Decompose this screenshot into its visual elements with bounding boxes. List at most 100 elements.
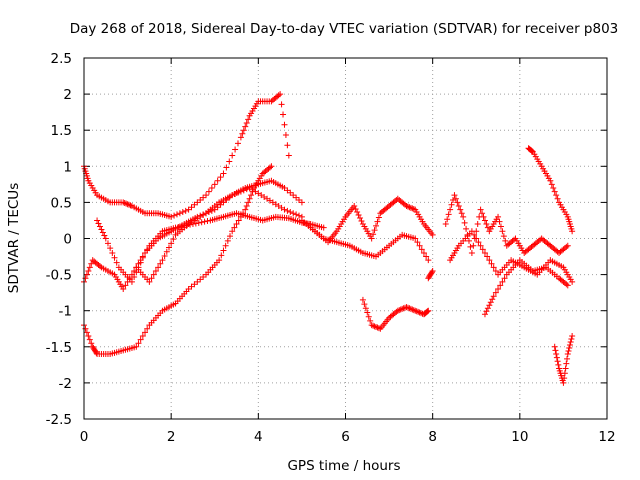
data-point [266, 164, 273, 171]
data-point [399, 305, 406, 312]
data-point [168, 240, 175, 247]
data-point [454, 199, 461, 206]
data-point [552, 347, 559, 354]
data-point [242, 123, 249, 130]
data-point [121, 200, 128, 207]
data-point [182, 207, 189, 214]
data-point [86, 336, 93, 343]
data-point [148, 275, 155, 282]
data-point [569, 332, 576, 339]
data-point [371, 323, 378, 330]
data-points [81, 91, 576, 386]
data-point [208, 184, 215, 191]
data-point [429, 267, 436, 274]
data-point [490, 264, 497, 271]
data-point [282, 132, 289, 139]
data-point [159, 257, 166, 264]
data-point [371, 227, 378, 234]
data-point [496, 218, 503, 225]
data-point [226, 158, 233, 165]
data-point [243, 203, 250, 210]
y-tick-label: -2.5 [46, 412, 72, 428]
data-point [373, 323, 380, 330]
series-arc-a [81, 210, 327, 293]
data-point [281, 206, 288, 213]
data-point [553, 354, 560, 361]
data-point [131, 274, 138, 281]
data-point [375, 214, 382, 221]
data-point [483, 308, 490, 315]
series-arc-l [481, 257, 571, 318]
x-tick-label: 6 [341, 429, 350, 445]
data-point [290, 210, 297, 217]
data-point [563, 281, 570, 288]
data-point [564, 282, 571, 289]
data-point [83, 329, 90, 336]
data-point [368, 322, 375, 329]
data-point [201, 218, 208, 225]
data-point [528, 147, 535, 154]
data-point [409, 306, 416, 313]
data-point [122, 282, 129, 289]
data-point [560, 379, 567, 386]
data-point [428, 269, 435, 276]
data-point [216, 257, 223, 264]
data-point [217, 174, 224, 181]
data-point [284, 207, 291, 214]
data-point [490, 293, 497, 300]
data-point [442, 221, 449, 228]
data-point [245, 116, 252, 123]
data-point [477, 206, 484, 213]
data-point [137, 259, 144, 266]
data-point [551, 188, 558, 195]
data-point [233, 221, 240, 228]
data-point [367, 317, 374, 324]
data-point [111, 254, 118, 261]
data-point [179, 209, 186, 216]
x-tick-label: 0 [80, 429, 89, 445]
data-point [137, 336, 144, 343]
data-point [102, 235, 109, 242]
data-point [211, 181, 218, 188]
data-point [135, 340, 142, 347]
data-point [499, 228, 506, 235]
data-point [96, 263, 103, 270]
data-point [85, 267, 92, 274]
series-arc-j [442, 192, 571, 256]
data-point [139, 332, 146, 339]
data-point [407, 305, 414, 312]
data-point [463, 225, 470, 232]
data-point [198, 219, 205, 226]
y-tick-label: 2.5 [51, 51, 72, 67]
data-point [168, 213, 175, 220]
data-point [488, 260, 495, 267]
data-point [155, 264, 162, 271]
data-point [564, 351, 571, 358]
data-point [144, 325, 151, 332]
data-point [566, 345, 573, 352]
data-point [407, 204, 414, 211]
chart-title: Day 268 of 2018, Sidereal Day-to-day VTE… [70, 21, 619, 37]
data-point [554, 358, 561, 365]
data-point [361, 301, 368, 308]
data-point [429, 231, 436, 238]
data-point [293, 211, 300, 218]
data-point [563, 360, 570, 367]
data-point [569, 228, 576, 235]
y-tick-label: 0 [63, 232, 72, 248]
data-point [486, 302, 493, 309]
data-point [126, 201, 133, 208]
data-point [222, 242, 229, 249]
data-point [208, 207, 215, 214]
data-point [458, 210, 465, 217]
data-point [96, 223, 103, 230]
data-point [128, 278, 135, 285]
series-arc-i [425, 267, 436, 282]
data-point [486, 257, 493, 264]
data-point [133, 343, 140, 350]
data-point [165, 244, 172, 251]
data-point [359, 296, 366, 303]
data-point [280, 111, 287, 118]
y-tick-label: -0.5 [46, 268, 72, 284]
data-point [410, 307, 417, 314]
